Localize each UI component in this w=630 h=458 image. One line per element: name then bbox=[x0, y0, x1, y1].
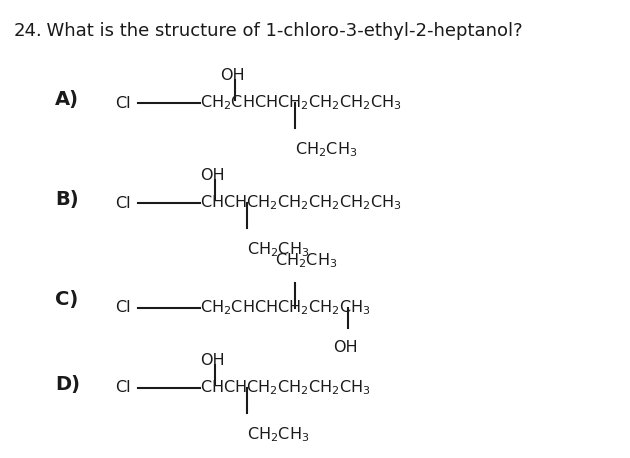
Text: 24.: 24. bbox=[14, 22, 43, 40]
Text: $\mathrm{CH_{2}CHCHCH_{2}CH_{2}CH_{3}}$: $\mathrm{CH_{2}CHCHCH_{2}CH_{2}CH_{3}}$ bbox=[200, 299, 370, 317]
Text: OH: OH bbox=[200, 353, 225, 368]
Text: D): D) bbox=[55, 375, 80, 394]
Text: $\mathrm{CHCHCH_{2}CH_{2}CH_{2}CH_{3}}$: $\mathrm{CHCHCH_{2}CH_{2}CH_{2}CH_{3}}$ bbox=[200, 379, 370, 398]
Text: Cl: Cl bbox=[115, 381, 130, 396]
Text: $\mathrm{CH_{2}CH_{3}}$: $\mathrm{CH_{2}CH_{3}}$ bbox=[295, 140, 357, 159]
Text: OH: OH bbox=[220, 68, 244, 83]
Text: What is the structure of 1-chloro-3-ethyl-2-heptanol?: What is the structure of 1-chloro-3-ethy… bbox=[35, 22, 523, 40]
Text: OH: OH bbox=[200, 168, 225, 183]
Text: Cl: Cl bbox=[115, 300, 130, 316]
Text: Cl: Cl bbox=[115, 96, 130, 110]
Text: $\mathrm{CH_{2}CHCHCH_{2}CH_{2}CH_{2}CH_{3}}$: $\mathrm{CH_{2}CHCHCH_{2}CH_{2}CH_{2}CH_… bbox=[200, 93, 402, 112]
Text: A): A) bbox=[55, 90, 79, 109]
Text: B): B) bbox=[55, 190, 79, 209]
Text: $\mathrm{CH_{2}CH_{3}}$: $\mathrm{CH_{2}CH_{3}}$ bbox=[247, 240, 309, 259]
Text: C): C) bbox=[55, 290, 78, 309]
Text: Cl: Cl bbox=[115, 196, 130, 211]
Text: $\mathrm{CH_{2}CH_{3}}$: $\mathrm{CH_{2}CH_{3}}$ bbox=[275, 251, 338, 270]
Text: OH: OH bbox=[333, 340, 358, 355]
Text: $\mathrm{CHCHCH_{2}CH_{2}CH_{2}CH_{2}CH_{3}}$: $\mathrm{CHCHCH_{2}CH_{2}CH_{2}CH_{2}CH_… bbox=[200, 194, 402, 213]
Text: $\mathrm{CH_{2}CH_{3}}$: $\mathrm{CH_{2}CH_{3}}$ bbox=[247, 425, 309, 444]
